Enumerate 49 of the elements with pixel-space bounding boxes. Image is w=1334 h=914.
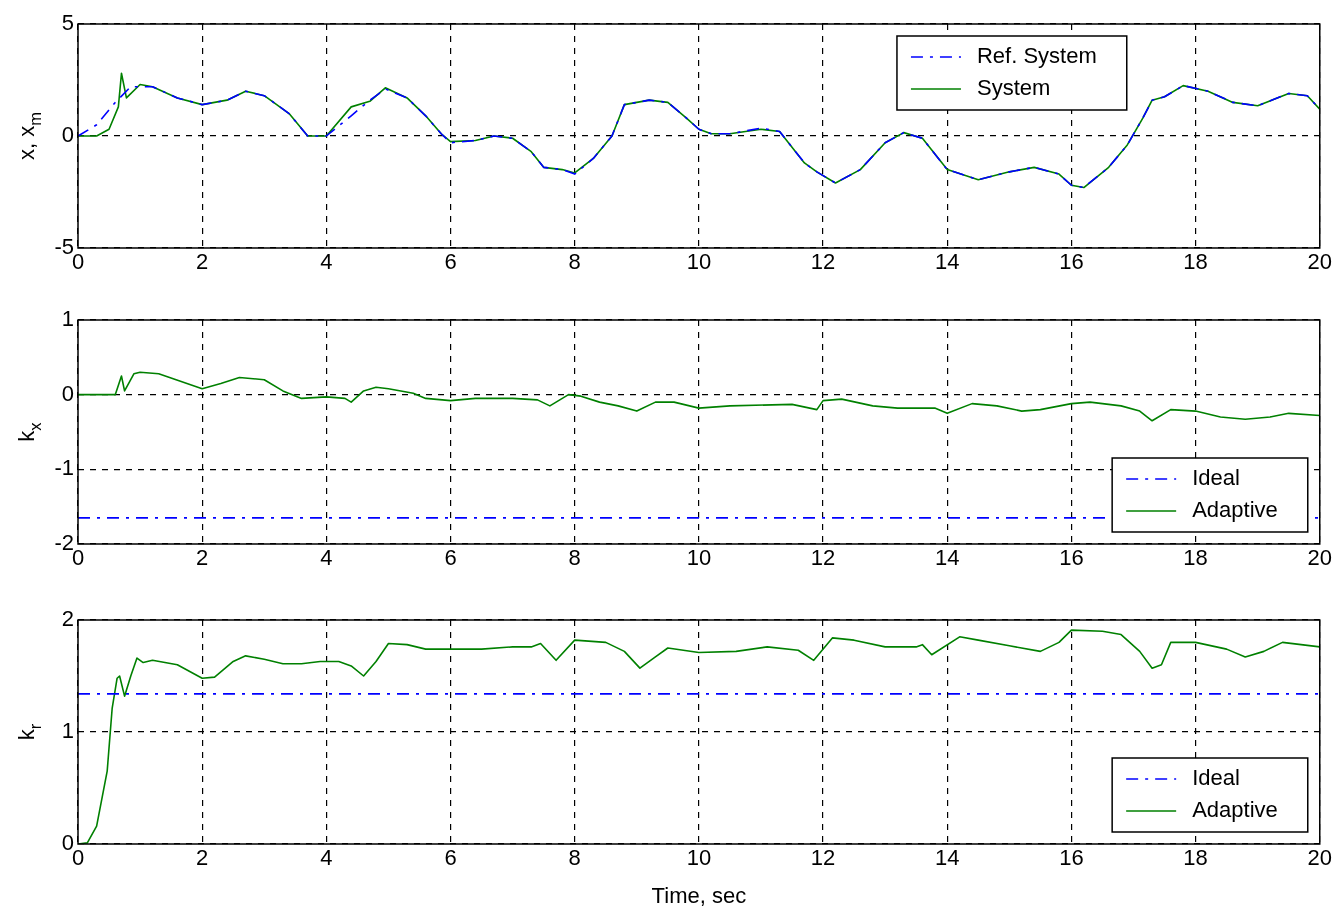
x-tick-label: 6 [444,249,457,275]
x-tick-label: 20 [1307,545,1333,571]
x-tick-label: 6 [444,545,457,571]
x-tick-label: 18 [1183,249,1208,275]
y-tick-label: 1 [61,306,74,332]
legend-label: Ideal [1192,465,1240,491]
y-tick-label: -2 [54,530,74,556]
x-tick-label: 12 [810,845,836,871]
x-tick-label: 14 [934,845,960,871]
y-axis-title: kr [13,723,45,741]
x-tick-label: 6 [444,845,457,871]
x-tick-label: 4 [320,545,333,571]
legend-label: Ideal [1192,765,1240,791]
x-tick-label: 20 [1307,249,1333,275]
y-axis-title: kx [13,421,45,442]
x-tick-label: 4 [320,845,333,871]
legend-label: Ref. System [976,43,1097,69]
x-tick-label: 20 [1307,845,1333,871]
x-tick-label: 2 [196,249,209,275]
x-tick-label: 10 [686,249,712,275]
x-tick-label: 16 [1059,249,1084,275]
x-tick-label: 16 [1059,545,1084,571]
y-tick-label: -5 [54,234,74,260]
legend-label: Adaptive [1192,797,1278,823]
legend-label: Adaptive [1192,497,1278,523]
x-tick-label: 10 [686,545,712,571]
x-tick-label: 18 [1183,845,1208,871]
x-tick-label: 8 [568,845,581,871]
x-tick-label: 12 [810,545,836,571]
x-tick-label: 10 [686,845,712,871]
x-tick-label: 14 [934,249,960,275]
y-tick-label: 0 [61,122,74,148]
y-tick-label: 5 [61,10,74,36]
x-tick-label: 18 [1183,545,1208,571]
y-tick-label: -1 [54,455,74,481]
x-tick-label: 14 [934,545,960,571]
x-tick-label: 8 [568,545,581,571]
x-axis-title: Time, sec [651,882,747,908]
x-tick-label: 2 [196,845,209,871]
x-tick-label: 4 [320,249,333,275]
legend-label: System [976,75,1051,101]
y-tick-label: 2 [61,606,74,632]
x-tick-label: 8 [568,249,581,275]
x-tick-label: 12 [810,249,836,275]
x-tick-label: 2 [196,545,209,571]
y-axis-title: x, xm [13,112,45,160]
y-tick-label: 1 [61,718,74,744]
y-tick-label: 0 [61,380,74,406]
x-tick-label: 16 [1059,845,1084,871]
